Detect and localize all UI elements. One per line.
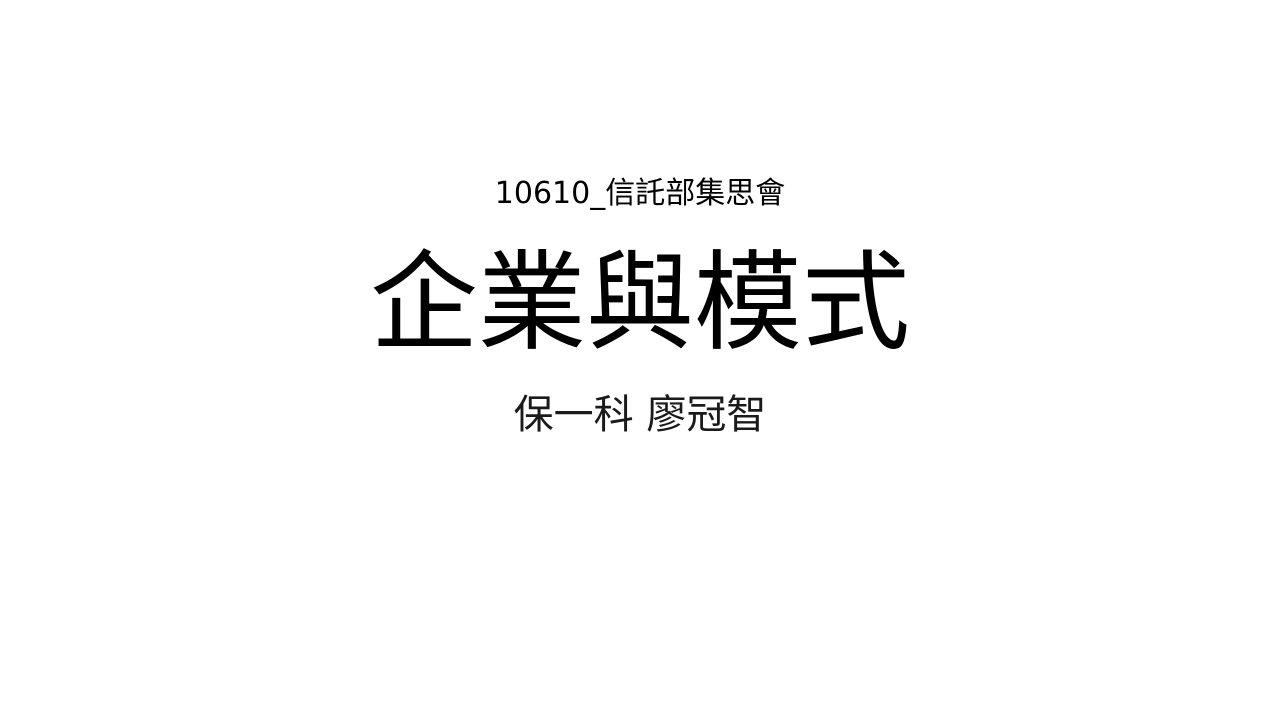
- presenter-name: 保一科 廖冠智: [513, 392, 767, 438]
- event-label: 10610_信託部集思會: [494, 176, 786, 211]
- slide-title: 企業與模式: [369, 241, 910, 366]
